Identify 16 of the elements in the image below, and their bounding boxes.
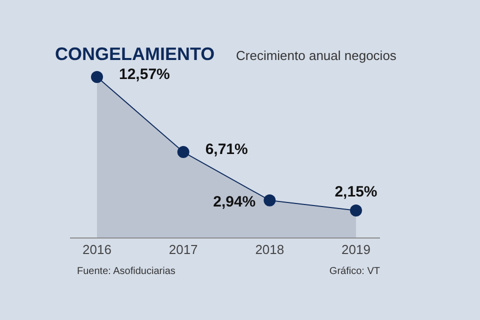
chart-title: CONGELAMIENTO <box>55 44 215 64</box>
x-tick-label: 2018 <box>255 242 284 257</box>
data-label: 2,94% <box>213 193 256 210</box>
point <box>350 204 362 216</box>
point <box>91 71 103 83</box>
data-label: 6,71% <box>205 141 248 158</box>
x-tick-label: 2019 <box>342 242 370 257</box>
data-label: 2,15% <box>334 183 378 200</box>
data-label: 12,57% <box>119 66 170 83</box>
chart-subtitle: Crecimiento anual negocios <box>236 48 397 63</box>
x-tick-label: 2017 <box>168 242 198 257</box>
text: Gráfico: VT <box>329 266 380 277</box>
x-tick-label: 2016 <box>82 242 112 257</box>
point <box>264 194 276 206</box>
source-note: Fuente: Asofiduciarias <box>77 266 176 277</box>
point <box>177 146 190 158</box>
